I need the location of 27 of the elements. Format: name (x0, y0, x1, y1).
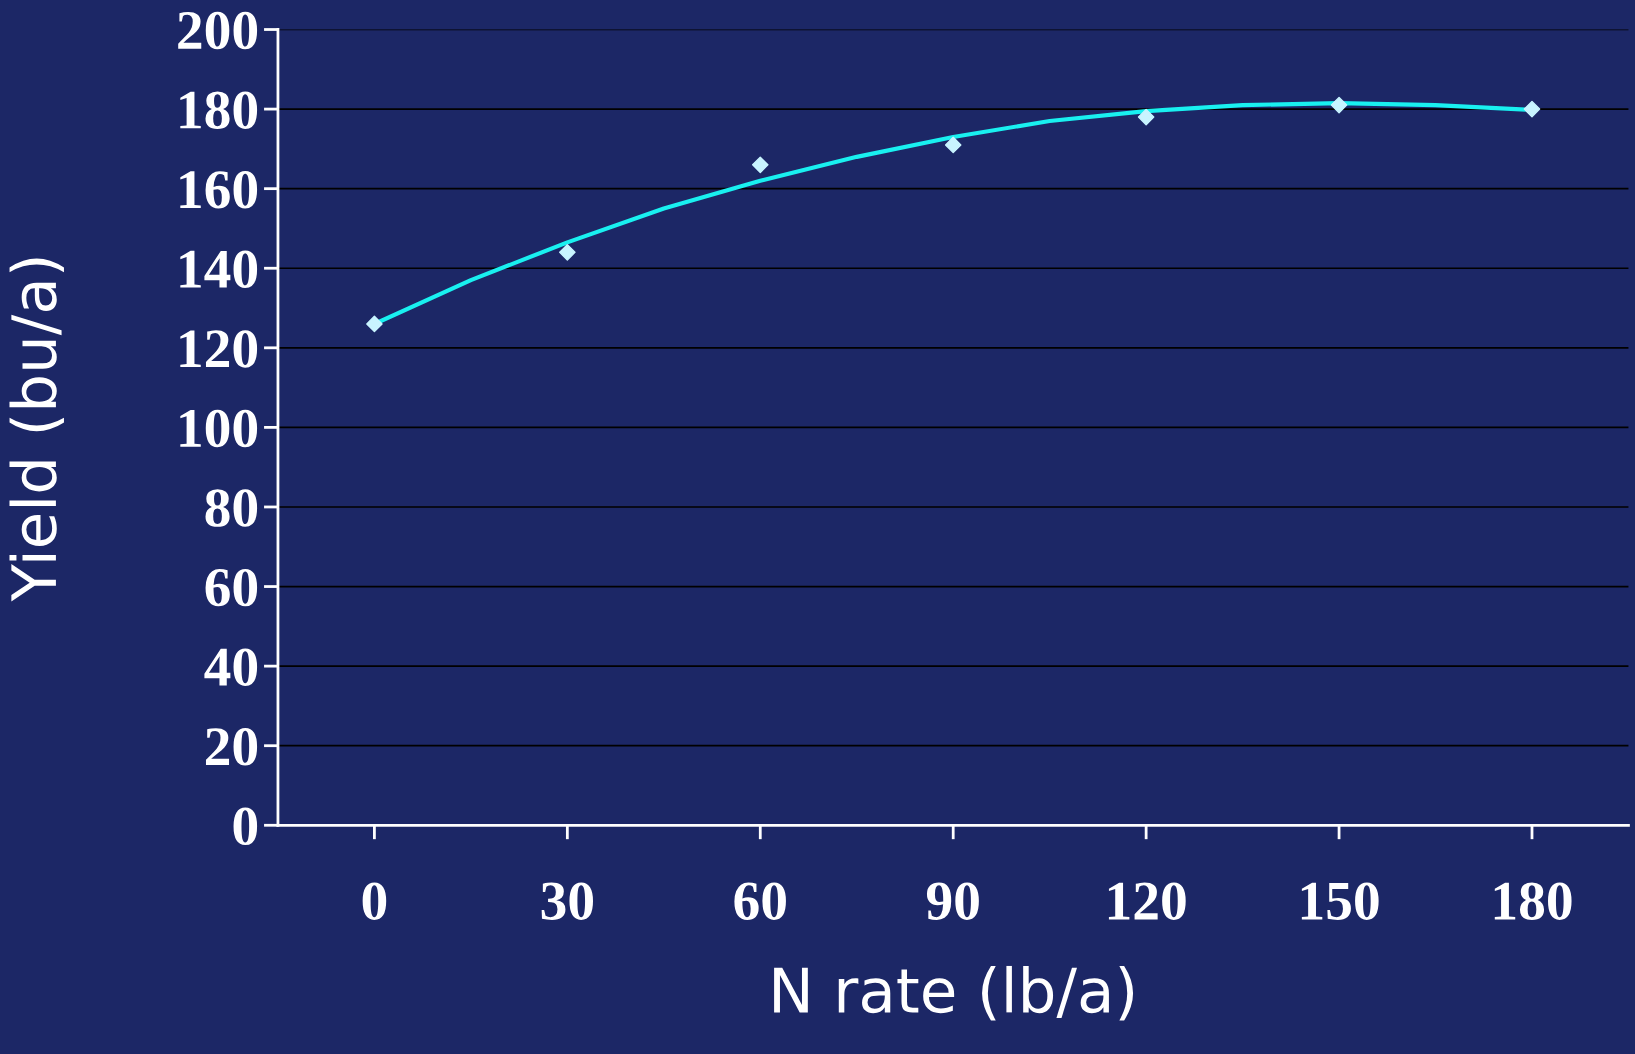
x-tick-label: 60 (734, 882, 786, 920)
y-tick-label: 20 (205, 728, 258, 766)
y-tick-label: 40 (204, 648, 258, 686)
x-tick-label: 90 (926, 882, 979, 920)
y-tick-label: 180 (180, 91, 258, 129)
y-tick-label: 80 (205, 489, 258, 527)
point (1330, 96, 1348, 114)
x-tick-label: 120 (1108, 882, 1186, 920)
y-tick-label: 200 (178, 11, 258, 50)
point (559, 244, 576, 261)
y-tick-label: 0 (233, 807, 258, 846)
x-tick-label: 30 (541, 882, 593, 920)
point (1137, 108, 1155, 126)
y-tick-label: 120 (180, 330, 258, 368)
point (1523, 100, 1541, 118)
point (751, 156, 769, 174)
y-tick-label: 60 (205, 568, 258, 607)
point (944, 136, 962, 154)
y-tick-label: 160 (180, 171, 258, 209)
x-tick-label: 0 (362, 882, 387, 920)
point (366, 315, 383, 333)
y-tick-label: 140 (180, 250, 258, 289)
x-tick-label: 150 (1301, 882, 1379, 920)
y-axis-title: Yield (bu/a) (9, 258, 64, 602)
x-tick-label: 180 (1494, 882, 1572, 920)
y-tick-label: 100 (180, 409, 258, 448)
x-axis-title: N rate (lb/a) (774, 965, 1134, 1021)
